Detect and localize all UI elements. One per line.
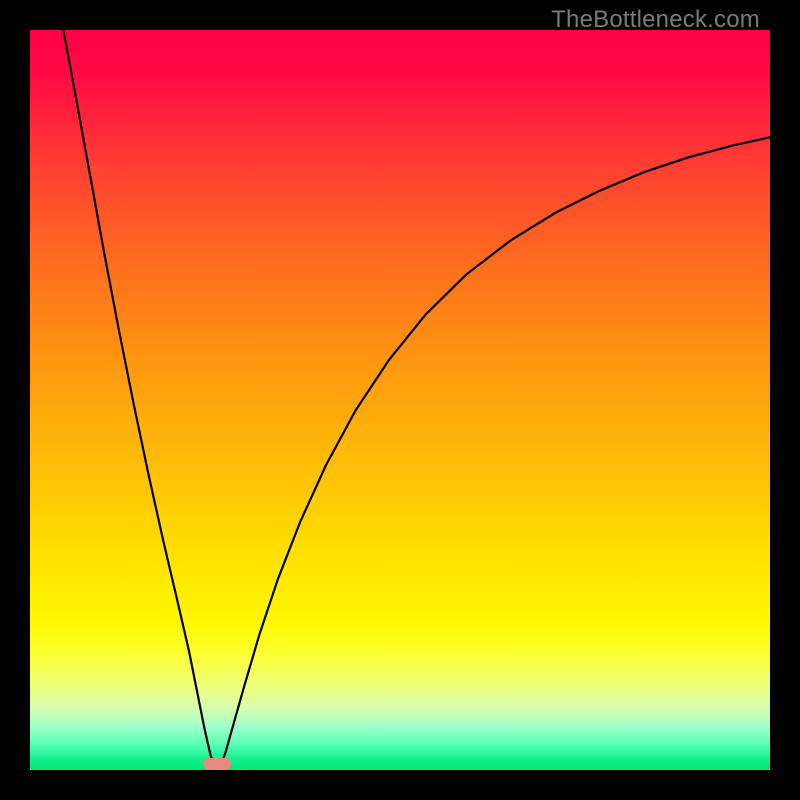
- plot-area: [30, 30, 770, 770]
- watermark-text: TheBottleneck.com: [551, 6, 760, 34]
- bottleneck-curve: [30, 30, 770, 770]
- optimal-marker-pill: [203, 758, 231, 770]
